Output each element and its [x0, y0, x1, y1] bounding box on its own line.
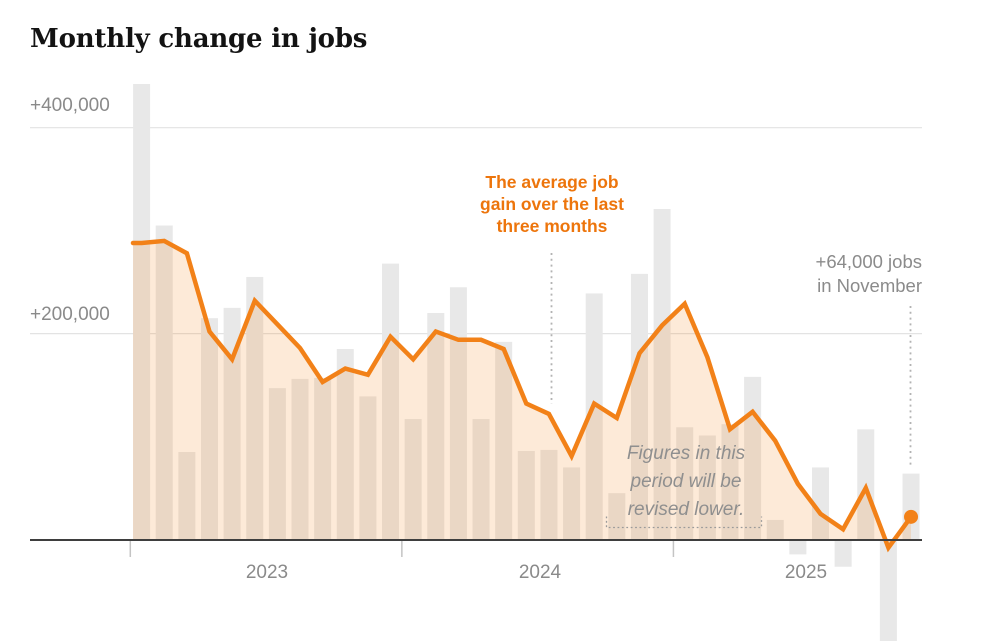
latest-value-annotation: +64,000 jobs in November	[816, 250, 922, 298]
chart-title: Monthly change in jobs	[30, 24, 368, 54]
annotation-line: +64,000 jobs	[815, 251, 922, 272]
annotation-line: Figures in this	[626, 443, 746, 464]
x-axis-label-2025: 2025	[784, 562, 828, 583]
annotation-line: three months	[496, 216, 608, 236]
annotation-line: period will be	[630, 471, 742, 492]
x-axis-label-2023: 2023	[245, 562, 289, 583]
annotation-line: gain over the last	[480, 194, 624, 214]
annotation-line: in November	[817, 275, 922, 296]
three-month-average-annotation: The average job gain over the last three…	[480, 171, 624, 237]
annotation-line: revised lower.	[627, 499, 745, 520]
annotation-line: The average job	[485, 172, 619, 192]
y-axis-label-400k: +400,000	[30, 95, 110, 116]
x-axis-label-2024: 2024	[518, 562, 562, 583]
revision-note-annotation: Figures in this period will be revised l…	[627, 440, 745, 524]
y-axis-label-200k: +200,000	[30, 304, 110, 325]
